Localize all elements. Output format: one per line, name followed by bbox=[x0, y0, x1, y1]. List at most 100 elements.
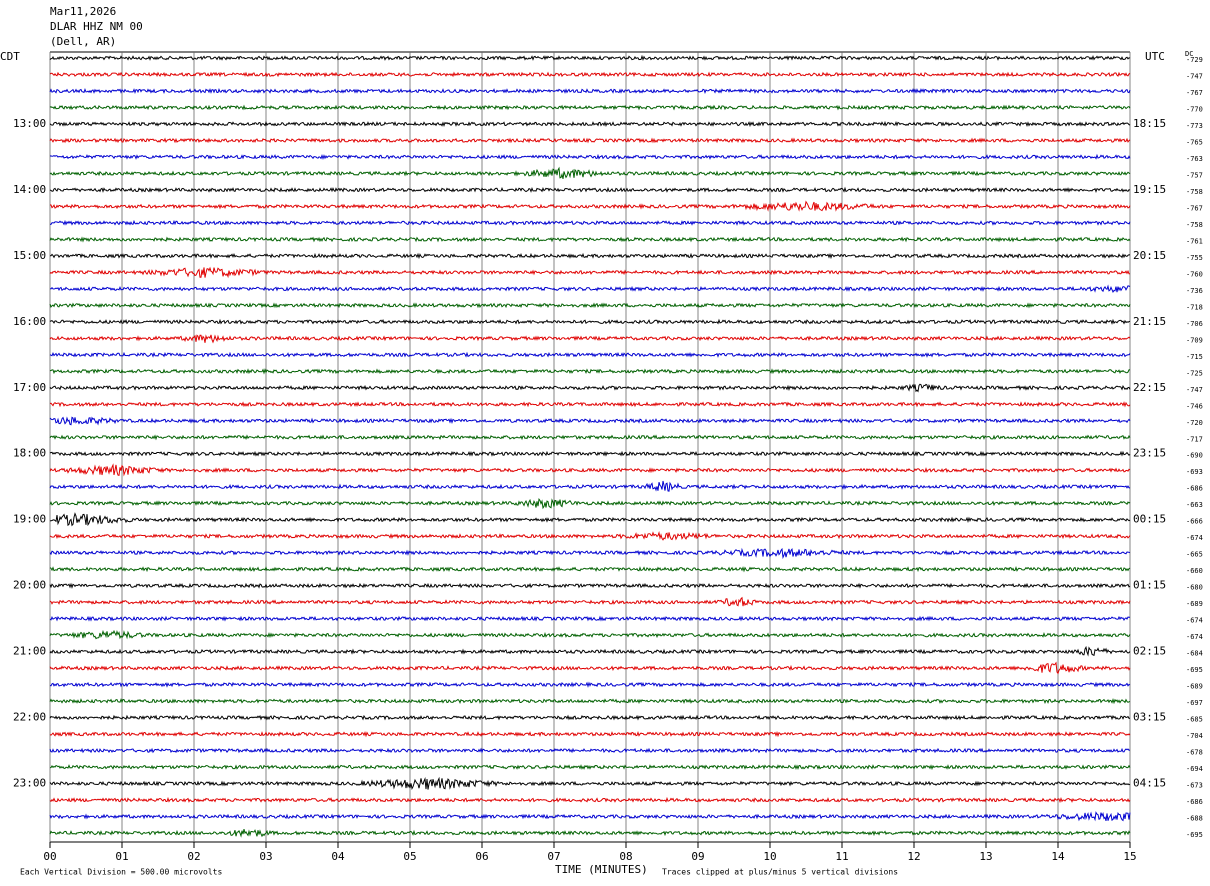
dc-offset: -717 bbox=[1186, 435, 1203, 443]
trace bbox=[49, 566, 1131, 573]
trace bbox=[49, 463, 1131, 477]
trace bbox=[49, 87, 1131, 95]
dc-offset: -665 bbox=[1186, 551, 1203, 559]
trace bbox=[49, 284, 1131, 294]
trace bbox=[49, 318, 1131, 325]
trace bbox=[49, 698, 1131, 705]
trace bbox=[49, 811, 1131, 822]
trace bbox=[49, 450, 1131, 457]
trace bbox=[49, 661, 1131, 675]
dc-offset: -747 bbox=[1186, 72, 1203, 80]
date: Mar11,2026 bbox=[50, 5, 116, 18]
dc-offset: -706 bbox=[1186, 320, 1203, 328]
left-hour: 23:00 bbox=[13, 777, 46, 790]
trace bbox=[49, 615, 1130, 622]
dc-offset: -715 bbox=[1186, 353, 1203, 361]
dc-offset: -680 bbox=[1186, 584, 1203, 592]
dc-offset: -773 bbox=[1186, 122, 1203, 130]
left-hour: 17:00 bbox=[13, 381, 46, 394]
dc-offset: -689 bbox=[1186, 683, 1203, 691]
trace bbox=[49, 531, 1131, 541]
dc-offset: -693 bbox=[1186, 468, 1203, 476]
dc-offset: -770 bbox=[1186, 105, 1203, 113]
trace bbox=[49, 764, 1131, 771]
x-tick-label: 04 bbox=[331, 850, 345, 863]
x-tick-label: 15 bbox=[1123, 850, 1136, 863]
dc-offset: -686 bbox=[1186, 485, 1203, 493]
left-hour: 18:00 bbox=[13, 447, 46, 460]
dc-offset: -690 bbox=[1186, 452, 1203, 460]
dc-offset: -761 bbox=[1186, 237, 1203, 245]
trace bbox=[49, 71, 1131, 78]
dc-offset: -685 bbox=[1186, 716, 1203, 724]
x-title: TIME (MINUTES) bbox=[555, 863, 648, 876]
dc-offset: -686 bbox=[1186, 798, 1203, 806]
trace bbox=[49, 512, 1131, 527]
trace bbox=[49, 582, 1131, 589]
dc-offset: -695 bbox=[1186, 666, 1203, 674]
trace bbox=[49, 681, 1131, 688]
x-tick-label: 06 bbox=[475, 850, 488, 863]
dc-offset: -747 bbox=[1186, 386, 1203, 394]
dc-offset: -688 bbox=[1186, 815, 1203, 823]
dc-offset: -660 bbox=[1186, 567, 1203, 575]
trace bbox=[49, 480, 1131, 492]
trace bbox=[49, 796, 1131, 804]
x-tick-label: 02 bbox=[187, 850, 200, 863]
x-tick-label: 13 bbox=[979, 850, 992, 863]
right-hour: 01:15 bbox=[1133, 579, 1166, 592]
left-hour: 16:00 bbox=[13, 315, 46, 328]
dc-offset: -746 bbox=[1186, 402, 1203, 410]
trace bbox=[49, 714, 1131, 721]
dc-offset: -674 bbox=[1186, 633, 1203, 641]
trace bbox=[49, 166, 1131, 180]
trace bbox=[49, 120, 1131, 128]
trace bbox=[49, 730, 1131, 738]
right-hour: 03:15 bbox=[1133, 711, 1166, 724]
right-hour: 23:15 bbox=[1133, 447, 1166, 460]
dc-offset: -697 bbox=[1186, 699, 1203, 707]
dc-offset: -767 bbox=[1186, 204, 1203, 212]
right-hour: 21:15 bbox=[1133, 315, 1166, 328]
x-tick-label: 01 bbox=[115, 850, 128, 863]
left-hour: 13:00 bbox=[13, 117, 46, 130]
trace bbox=[49, 828, 1131, 838]
dc-offset: -718 bbox=[1186, 303, 1203, 311]
trace bbox=[49, 368, 1131, 375]
left-zone: CDT bbox=[0, 50, 20, 63]
trace bbox=[49, 186, 1131, 193]
left-hour: 20:00 bbox=[13, 579, 46, 592]
dc-offset: -666 bbox=[1186, 518, 1203, 526]
dc-offset: -729 bbox=[1186, 56, 1203, 64]
trace bbox=[49, 629, 1131, 640]
right-hour: 18:15 bbox=[1133, 117, 1166, 130]
x-tick-label: 05 bbox=[403, 850, 416, 863]
dc-offset: -758 bbox=[1186, 221, 1203, 229]
left-hour: 19:00 bbox=[13, 513, 46, 526]
left-hour: 21:00 bbox=[13, 645, 46, 658]
right-hour: 00:15 bbox=[1133, 513, 1166, 526]
right-zone: UTC bbox=[1145, 50, 1165, 63]
right-hour: 04:15 bbox=[1133, 777, 1166, 790]
trace bbox=[49, 302, 1131, 309]
trace bbox=[49, 645, 1131, 657]
x-tick-label: 08 bbox=[619, 850, 632, 863]
x-tick-label: 14 bbox=[1051, 850, 1065, 863]
dc-offset: -765 bbox=[1186, 138, 1203, 146]
trace bbox=[49, 137, 1131, 144]
dc-offset: -725 bbox=[1186, 369, 1203, 377]
right-hour: 20:15 bbox=[1133, 249, 1166, 262]
trace bbox=[49, 747, 1131, 754]
trace bbox=[49, 383, 1131, 393]
x-tick-label: 07 bbox=[547, 850, 560, 863]
dc-offset: -720 bbox=[1186, 419, 1203, 427]
dc-offset: -689 bbox=[1186, 600, 1203, 608]
station: DLAR HHZ NM 00 bbox=[50, 20, 143, 33]
dc-offset: -663 bbox=[1186, 501, 1203, 509]
right-hour: 02:15 bbox=[1133, 645, 1166, 658]
left-hour: 15:00 bbox=[13, 249, 46, 262]
dc-offset: -674 bbox=[1186, 617, 1203, 625]
trace bbox=[49, 497, 1131, 510]
